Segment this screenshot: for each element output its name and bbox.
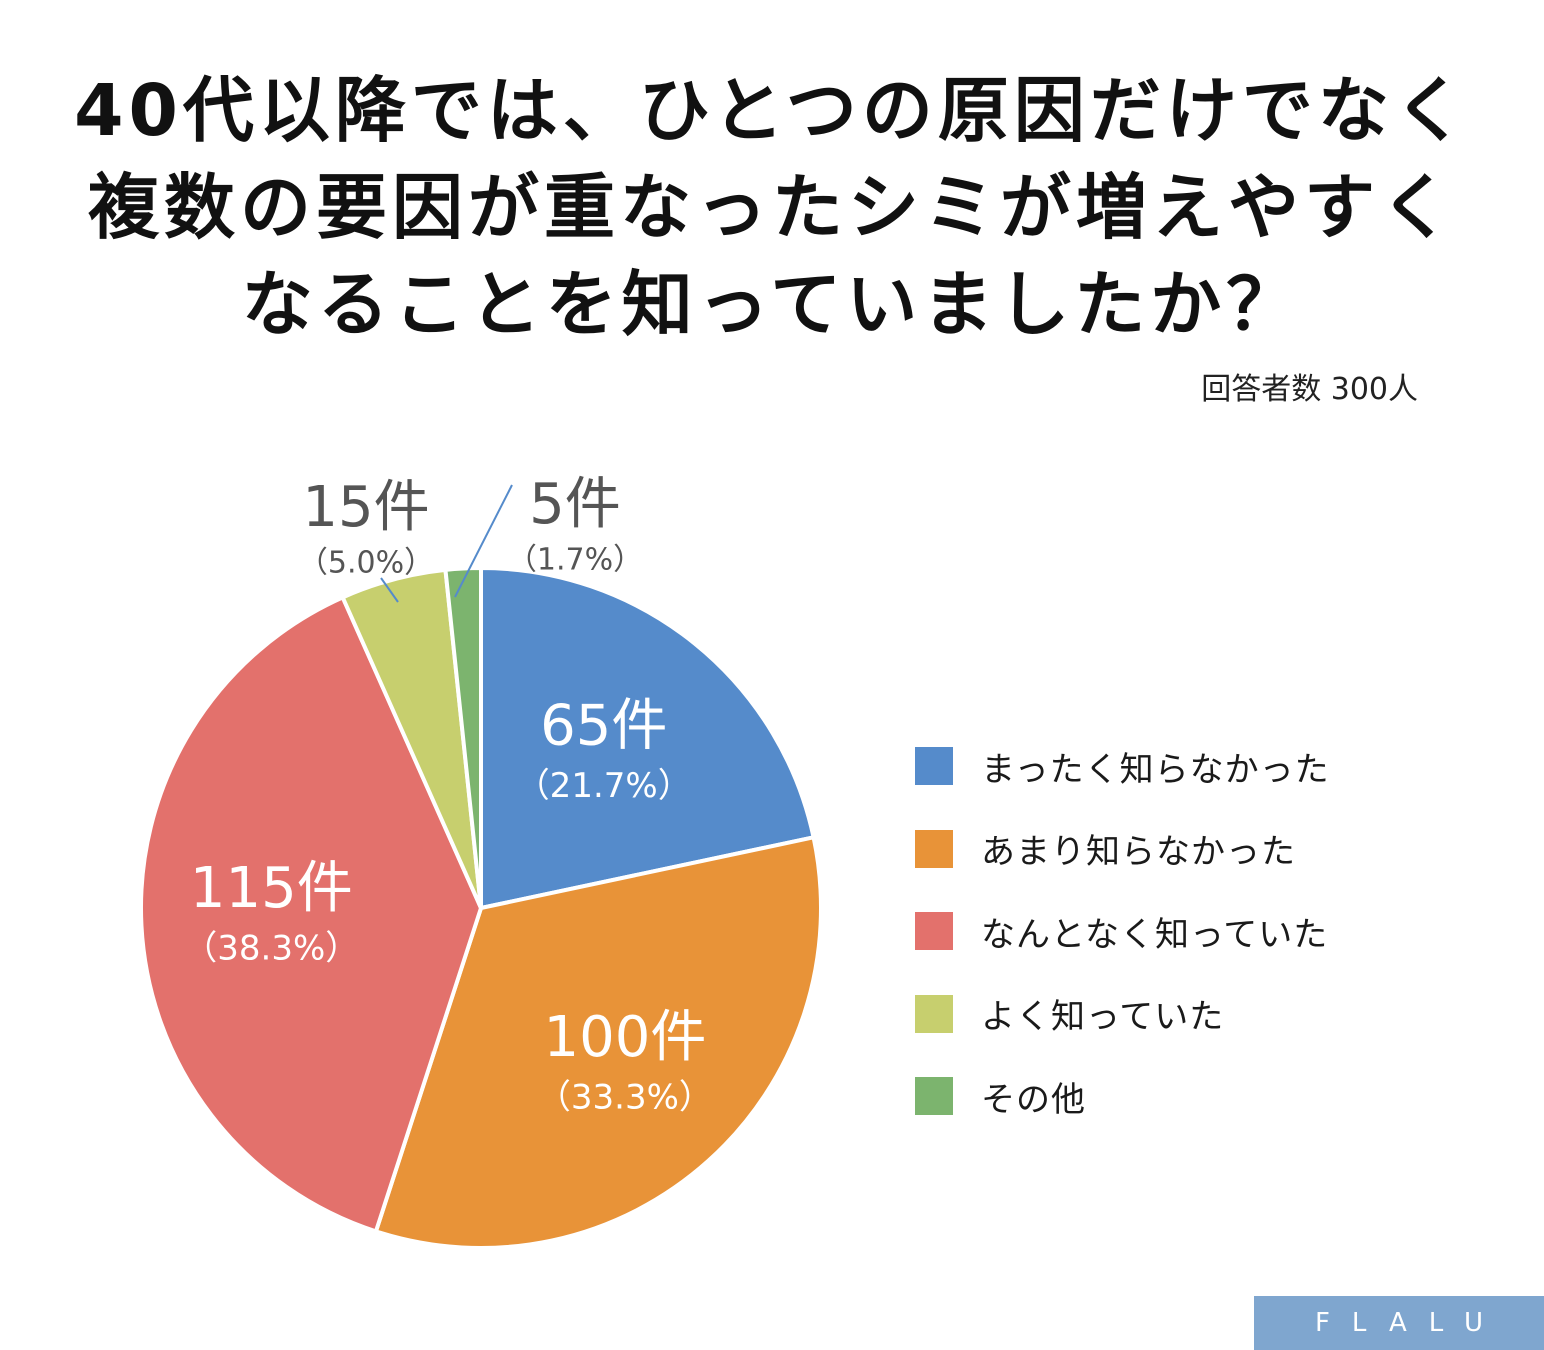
legend-item: なんとなく知っていた	[915, 890, 1330, 973]
pie-slice-4	[443, 565, 483, 909]
slice-count-label-2: 115件	[190, 856, 353, 921]
legend-swatch-4	[915, 1077, 953, 1116]
legend-label: まったく知らなかった	[981, 749, 1330, 790]
leader-line-4	[454, 484, 513, 598]
pie-slice-0	[479, 565, 816, 911]
slice-percent-label-0: （21.7%）	[516, 766, 692, 806]
pie-slice-1	[373, 834, 823, 1251]
slice-percent-label-3: （5.0%）	[298, 546, 434, 581]
legend-label: その他	[981, 1079, 1086, 1120]
legend-swatch-2	[915, 912, 953, 951]
legend-label: よく知っていた	[981, 997, 1225, 1038]
legend-swatch-0	[915, 747, 953, 786]
legend-item: その他	[915, 1055, 1330, 1138]
legend-label: なんとなく知っていた	[981, 914, 1329, 955]
leader-line-3	[380, 577, 399, 603]
legend-item: まったく知らなかった	[915, 725, 1330, 808]
legend-item: よく知っていた	[915, 973, 1330, 1056]
pie-slice-2	[139, 594, 484, 1234]
legend-label: あまり知らなかった	[981, 832, 1296, 873]
brand-logo: FLALU	[1254, 1296, 1544, 1350]
slice-percent-label-4: （1.7%）	[507, 543, 643, 578]
respondent-count: 回答者数 300人	[1201, 372, 1418, 407]
legend-swatch-3	[915, 994, 953, 1033]
legend-swatch-1	[915, 829, 953, 868]
slice-percent-label-1: （33.3%）	[537, 1078, 713, 1118]
legend: まったく知らなかった あまり知らなかった なんとなく知っていた よく知っていた …	[915, 725, 1330, 1138]
slice-count-label-3: 15件	[302, 475, 429, 540]
slice-count-label-0: 65件	[540, 694, 667, 759]
chart-title: 40代以降では、ひとつの原因だけでなく 複数の要因が重なったシミが増えやすく な…	[0, 62, 1544, 353]
slice-count-label-4: 5件	[529, 472, 621, 537]
slice-count-label-1: 100件	[543, 1005, 706, 1070]
title-line-2: 複数の要因が重なったシミが増えやすく	[87, 166, 1456, 249]
title-line-1: 40代以降では、ひとつの原因だけでなく	[74, 69, 1470, 152]
slice-percent-label-2: （38.3%）	[183, 929, 359, 969]
legend-item: あまり知らなかった	[915, 808, 1330, 891]
title-line-3: なることを知っていましたか？	[241, 263, 1303, 346]
